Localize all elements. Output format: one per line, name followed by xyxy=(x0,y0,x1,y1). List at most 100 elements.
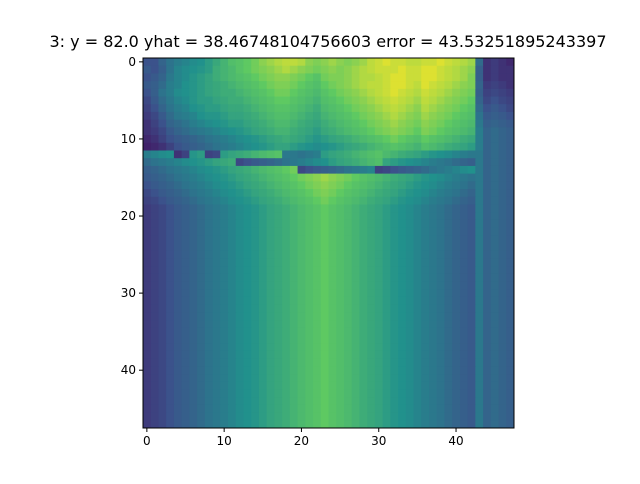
heatmap-cell xyxy=(336,304,345,313)
heatmap-cell xyxy=(498,111,507,121)
heatmap-cell xyxy=(204,243,214,252)
heatmap-cell xyxy=(313,219,322,229)
heatmap-cell xyxy=(475,135,484,144)
heatmap-cell xyxy=(189,389,198,398)
heatmap-cell xyxy=(413,119,422,128)
heatmap-cell xyxy=(351,404,360,414)
heatmap-cell xyxy=(220,397,229,406)
heatmap-cell xyxy=(173,320,183,329)
heatmap-cell xyxy=(498,389,507,398)
heatmap-cell xyxy=(143,289,152,298)
heatmap-cell xyxy=(297,404,306,414)
heatmap-cell xyxy=(390,335,399,344)
heatmap-cell xyxy=(382,165,391,175)
heatmap-cell xyxy=(189,204,198,213)
heatmap-cell xyxy=(498,219,507,229)
heatmap-cell xyxy=(212,320,221,329)
heatmap-cell xyxy=(444,258,453,267)
heatmap-cell xyxy=(475,404,484,414)
heatmap-cell xyxy=(189,219,198,229)
heatmap-cell xyxy=(243,366,252,375)
heatmap-cell xyxy=(228,204,237,213)
heatmap-cell xyxy=(181,243,190,252)
heatmap-cell xyxy=(166,196,175,205)
heatmap-cell xyxy=(313,250,322,259)
heatmap-cell xyxy=(266,312,275,321)
heatmap-cell xyxy=(305,397,314,406)
chart-title: 3: y = 82.0 yhat = 38.46748104756603 err… xyxy=(49,32,607,51)
heatmap-cell xyxy=(343,104,353,113)
heatmap-cell xyxy=(235,327,244,336)
heatmap-cell xyxy=(305,243,314,252)
heatmap-cell xyxy=(251,127,260,136)
heatmap-cell xyxy=(428,219,438,229)
heatmap-cell xyxy=(483,350,492,360)
heatmap-cell xyxy=(343,219,353,229)
heatmap-cell xyxy=(467,312,476,321)
heatmap-cell xyxy=(305,335,314,344)
heatmap-cell xyxy=(374,381,384,390)
heatmap-cell xyxy=(228,73,237,82)
heatmap-cell xyxy=(158,212,167,221)
heatmap-cell xyxy=(166,296,175,306)
heatmap-cell xyxy=(483,165,492,175)
heatmap-cell xyxy=(483,343,492,352)
heatmap-cell xyxy=(367,343,376,352)
heatmap-cell xyxy=(251,235,260,244)
heatmap-cell xyxy=(258,281,268,290)
heatmap-cell xyxy=(374,73,384,82)
heatmap-cell xyxy=(251,142,260,151)
heatmap-cell xyxy=(413,81,422,90)
heatmap-cell xyxy=(367,389,376,398)
heatmap-cell xyxy=(413,189,422,198)
heatmap-cell xyxy=(212,358,221,367)
heatmap-cell xyxy=(490,227,500,236)
heatmap-cell xyxy=(297,304,306,313)
heatmap-cell xyxy=(243,65,252,74)
heatmap-cell xyxy=(428,104,438,113)
heatmap-cell xyxy=(289,404,299,414)
heatmap-cell xyxy=(421,320,430,329)
heatmap-cell xyxy=(336,96,345,105)
heatmap-cell xyxy=(398,320,407,329)
heatmap-cell xyxy=(390,289,399,298)
heatmap-cell xyxy=(475,142,484,151)
y-tick-label: 0 xyxy=(128,55,136,69)
heatmap-cell xyxy=(475,212,484,221)
heatmap-cell xyxy=(173,158,183,167)
heatmap-cell xyxy=(367,420,376,428)
heatmap-cell xyxy=(228,366,237,375)
heatmap-cell xyxy=(173,243,183,252)
heatmap-cell xyxy=(467,358,476,367)
heatmap-cell xyxy=(197,150,206,159)
heatmap-cell xyxy=(158,412,167,421)
heatmap-cell xyxy=(498,196,507,205)
heatmap-cell xyxy=(235,196,244,205)
heatmap-cell xyxy=(475,204,484,213)
heatmap-cell xyxy=(150,358,159,367)
heatmap-cell xyxy=(413,327,422,336)
heatmap-cell xyxy=(235,350,244,360)
heatmap-cell xyxy=(173,404,183,414)
heatmap-cell xyxy=(150,227,159,236)
heatmap-cell xyxy=(421,366,430,375)
heatmap-cell xyxy=(374,412,384,421)
heatmap-cell xyxy=(351,389,360,398)
heatmap-cell xyxy=(444,227,453,236)
heatmap-cell xyxy=(150,88,159,98)
heatmap-cell xyxy=(143,196,152,205)
heatmap-cell xyxy=(467,111,476,121)
heatmap-cell xyxy=(197,320,206,329)
heatmap-cell xyxy=(173,219,183,229)
heatmap-cell xyxy=(498,412,507,421)
heatmap-cell xyxy=(243,358,252,367)
heatmap-cell xyxy=(266,150,275,159)
heatmap-cell xyxy=(228,412,237,421)
heatmap-cell xyxy=(475,374,484,383)
heatmap-cell xyxy=(367,320,376,329)
heatmap-cell xyxy=(467,150,476,159)
heatmap-cell xyxy=(297,142,306,151)
heatmap-cell xyxy=(405,73,415,82)
heatmap-cell xyxy=(166,312,175,321)
heatmap-cell xyxy=(228,65,237,74)
